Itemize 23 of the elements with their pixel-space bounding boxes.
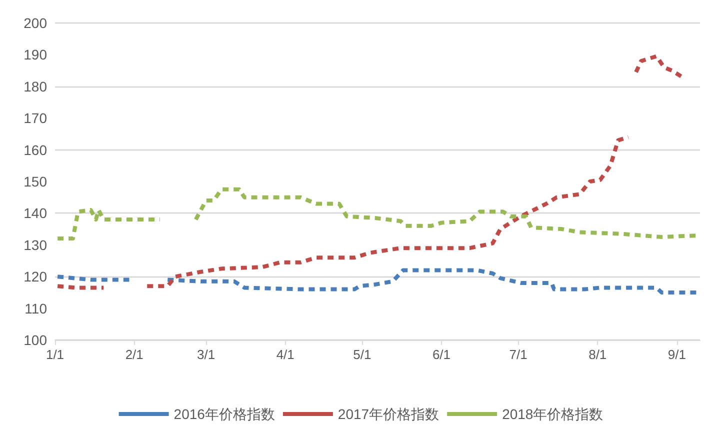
y-tick-label: 120 [24, 268, 48, 285]
x-tick-label: 8/1 [588, 347, 607, 362]
x-tick-label: 3/1 [196, 347, 216, 362]
y-tick-label: 170 [24, 110, 48, 126]
x-tick-label: 5/1 [353, 347, 372, 362]
y-tick-label: 160 [24, 142, 48, 158]
x-tick-label: 9/1 [668, 347, 686, 362]
y-tick-label: 130 [24, 236, 48, 253]
x-tick-label: 1/1 [46, 347, 64, 362]
y-tick-label: 180 [24, 78, 48, 94]
x-tick-label: 6/1 [432, 347, 451, 362]
x-tick-label: 2/1 [125, 347, 144, 362]
legend-label: 2018年价格指数 [502, 406, 604, 422]
legend-label: 2017年价格指数 [338, 406, 440, 422]
legend-label: 2016年价格指数 [174, 406, 275, 422]
y-tick-label: 150 [24, 174, 48, 190]
y-tick-label: 100 [24, 332, 48, 348]
x-tick-label: 4/1 [276, 347, 294, 362]
x-tick-label: 7/1 [509, 347, 528, 362]
y-tick-label: 190 [24, 46, 48, 63]
y-tick-label: 140 [24, 205, 48, 222]
y-tick-label: 110 [24, 300, 48, 316]
y-tick-label: 200 [24, 15, 48, 31]
